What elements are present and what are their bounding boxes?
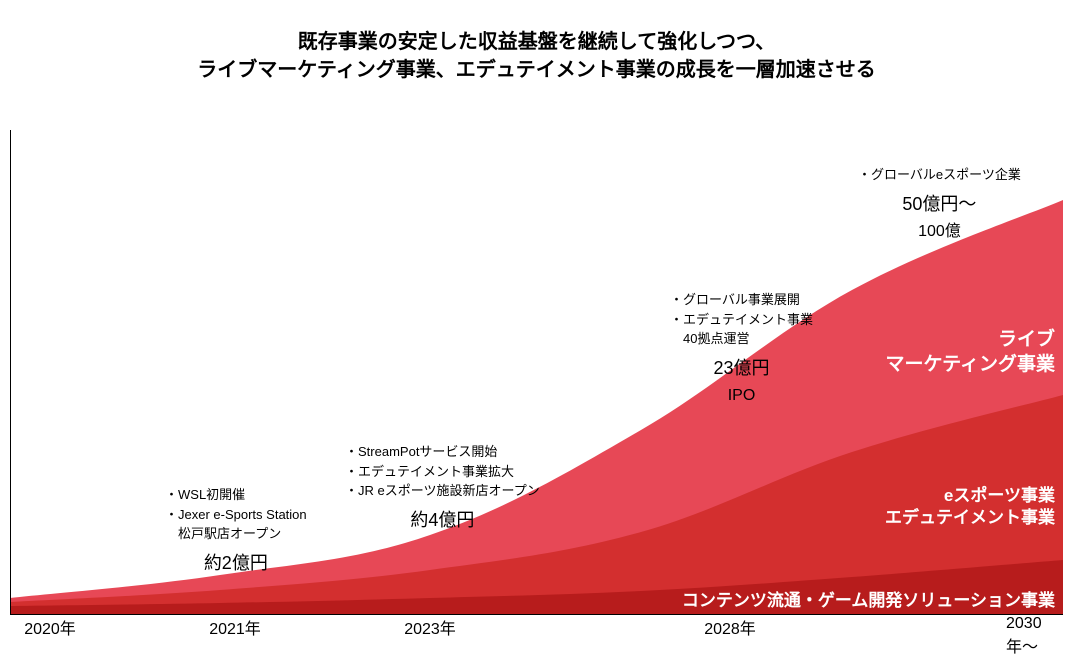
milestone-value: 約4億円 bbox=[345, 507, 540, 534]
milestone-1: StreamPotサービス開始エデュテイメント事業拡大JR eスポーツ施設新店オ… bbox=[345, 442, 540, 534]
title-line2: ライブマーケティング事業、エデュテイメント事業の成長を一層加速させる bbox=[0, 56, 1073, 84]
x-axis-label: 2021年 bbox=[209, 615, 261, 639]
x-axis-label: 2028年 bbox=[704, 615, 756, 639]
x-axis-label: 2023年 bbox=[404, 615, 456, 639]
milestone-3: グローバルeスポーツ企業50億円～100億 bbox=[858, 165, 1021, 244]
x-axis: 2020年2021年2023年2028年2030年～ bbox=[10, 615, 1063, 645]
milestone-0: WSL初開催Jexer e-Sports Station松戸駅店オープン約2億円 bbox=[165, 485, 307, 577]
growth-chart: WSL初開催Jexer e-Sports Station松戸駅店オープン約2億円… bbox=[10, 130, 1063, 615]
x-axis-label: 2020年 bbox=[24, 615, 76, 639]
band-label-live: ライブマーケティング事業 bbox=[886, 328, 1055, 377]
title-line1: 既存事業の安定した収益基盤を継続して強化しつつ、 bbox=[0, 28, 1073, 56]
chart-title: 既存事業の安定した収益基盤を継続して強化しつつ、 ライブマーケティング事業、エデ… bbox=[0, 0, 1073, 84]
milestone-2: グローバル事業展開エデュテイメント事業40拠点運営23億円IPO bbox=[670, 290, 813, 408]
milestone-value: 約2億円 bbox=[165, 550, 307, 577]
x-axis-label: 2030年～ bbox=[1006, 615, 1044, 657]
band-label-esports: eスポーツ事業エデュテイメント事業 bbox=[885, 485, 1055, 529]
milestone-value: 23億円 bbox=[670, 355, 813, 382]
band-label-content: コンテンツ流通・ゲーム開発ソリューション事業 bbox=[682, 590, 1055, 612]
milestone-value: 50億円～ bbox=[858, 191, 1021, 218]
